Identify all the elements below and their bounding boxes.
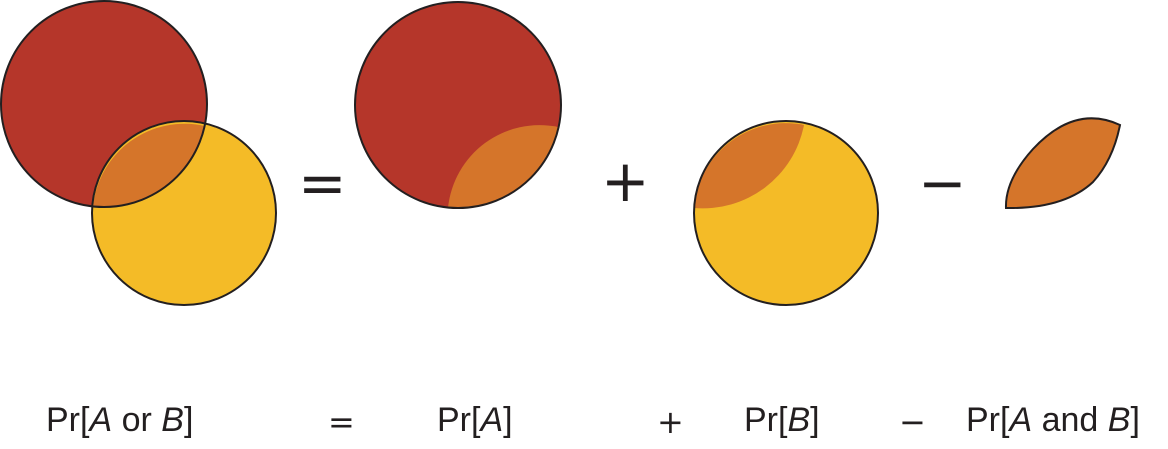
var-a: A: [480, 401, 504, 439]
prefix: Pr[: [966, 401, 1010, 439]
equals-sign: =: [328, 403, 355, 441]
plus-sign-large: +: [601, 147, 650, 215]
or-word: or: [112, 401, 162, 439]
intersection-region: [93, 123, 205, 208]
union-diagram: [0, 0, 277, 306]
suffix: ]: [1130, 401, 1140, 439]
label-pr-a-or-b: Pr[A or B]: [46, 400, 193, 440]
intersection-diagram: [1004, 117, 1122, 210]
var-b: B: [161, 401, 184, 439]
suffix: ]: [810, 401, 820, 439]
var-a: A: [89, 401, 113, 439]
set-b-diagram: [693, 120, 879, 306]
var-b: B: [787, 401, 811, 439]
label-pr-a-and-b: Pr[A and B]: [966, 400, 1140, 440]
suffix: ]: [503, 401, 513, 439]
prefix: Pr[: [744, 401, 788, 439]
prefix: Pr[: [46, 401, 90, 439]
label-pr-a: Pr[A]: [437, 400, 513, 440]
label-pr-b: Pr[B]: [744, 400, 820, 440]
circle-b-outline: [91, 120, 277, 306]
equals-sign-large: =: [298, 149, 347, 217]
circle-a-outline: [0, 0, 208, 208]
circle-a-outline: [354, 1, 562, 209]
intersection-region: [1004, 117, 1122, 210]
suffix: ]: [183, 401, 194, 439]
minus-sign: −: [899, 403, 926, 441]
circle-b-outline: [693, 120, 879, 306]
minus-sign-large: −: [918, 149, 967, 217]
intersection-region: [448, 125, 558, 209]
and-word: and: [1032, 401, 1108, 439]
intersection-region: [694, 123, 804, 209]
var-a: A: [1009, 401, 1033, 439]
set-a-diagram: [354, 1, 562, 209]
var-b: B: [1107, 401, 1131, 439]
plus-sign: +: [657, 403, 684, 441]
prefix: Pr[: [437, 401, 481, 439]
